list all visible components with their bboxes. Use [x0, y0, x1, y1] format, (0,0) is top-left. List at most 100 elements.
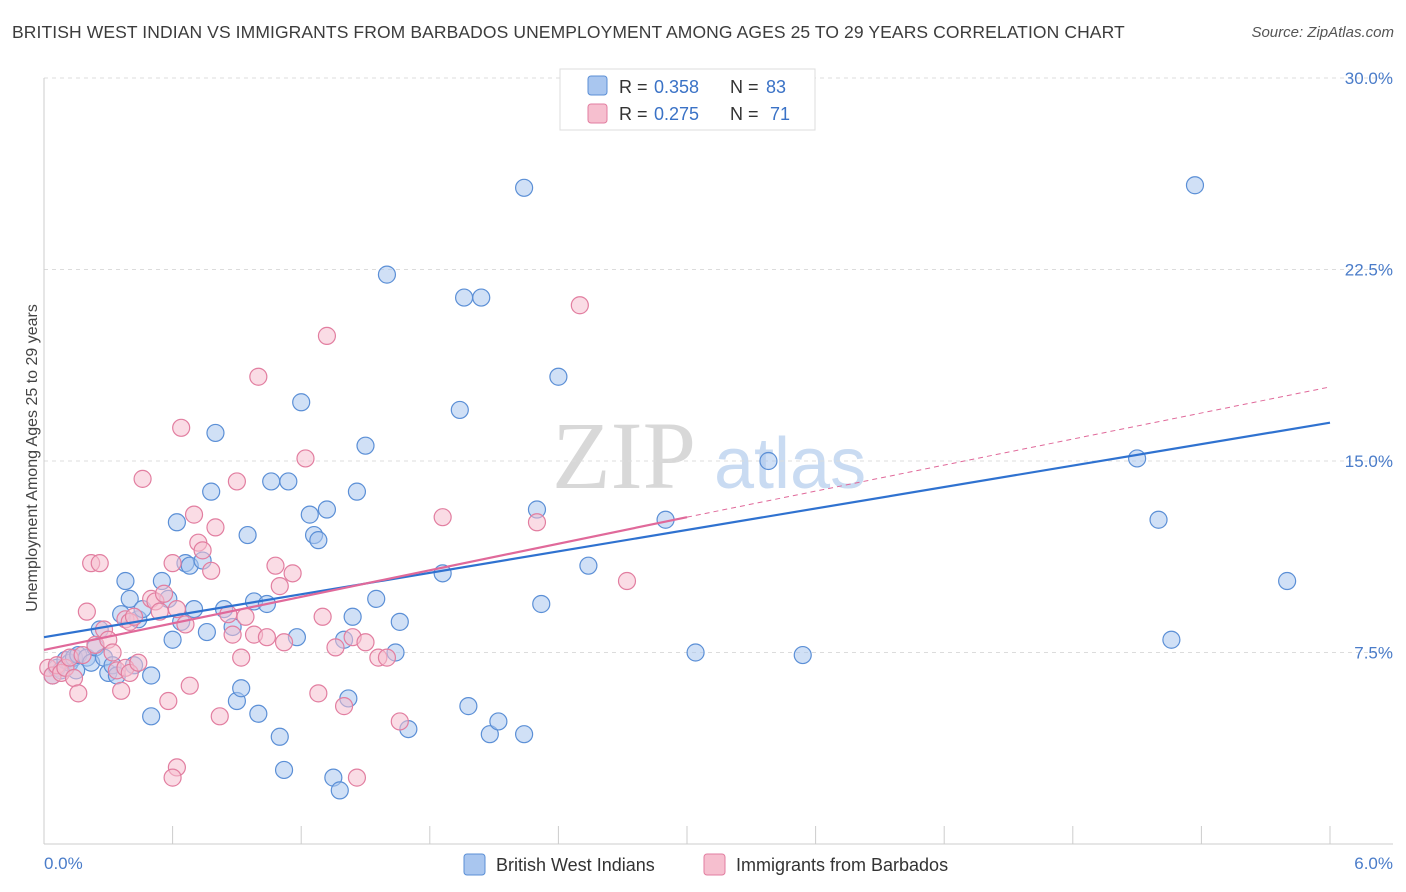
barbados-point-35 [184, 505, 204, 524]
bwi-point-81 [759, 451, 778, 471]
barbados-point-30 [163, 554, 182, 573]
barbados-point-49 [266, 556, 285, 575]
watermark-atlas: atlas [714, 424, 866, 504]
y-tick-label-0: 7.5% [1354, 644, 1393, 663]
bottom-legend-swatch-pink [703, 853, 726, 876]
y-axis-label: Unemployment Among Ages 25 to 29 years [24, 304, 41, 612]
gridlines [44, 77, 1393, 653]
bwi-point-71 [480, 725, 499, 744]
barbados-point-23 [129, 653, 148, 672]
bwi-point-76 [532, 594, 551, 614]
barbados-point-70 [163, 768, 182, 787]
chart-title: BRITISH WEST INDIAN VS IMMIGRANTS FROM B… [12, 22, 1125, 42]
barbados-point-24 [133, 469, 152, 488]
barbados-point-40 [210, 707, 229, 726]
barbados-point-48 [257, 628, 277, 647]
barbados-point-68 [617, 571, 637, 591]
bwi-point-17 [116, 571, 135, 591]
barbados-point-66 [527, 513, 547, 532]
y-tick-labels: 7.5% 15.0% 22.5% 30.0% [1345, 69, 1393, 663]
barbados-point-34 [180, 676, 199, 695]
barbados-point-17 [112, 681, 131, 700]
barbados-point-29 [159, 691, 178, 711]
barbados-point-12 [90, 554, 109, 573]
legend-n-label-blue: N = [730, 77, 759, 97]
legend-r-label-blue: R = [619, 77, 648, 97]
bwi-point-69 [459, 697, 478, 716]
bwi-point-62 [377, 265, 397, 284]
barbados-point-54 [309, 684, 328, 703]
bwi-point-52 [309, 531, 328, 550]
barbados-point-39 [206, 518, 225, 537]
bwi-point-45 [270, 727, 289, 746]
bwi-point-74 [515, 178, 534, 197]
bwi-point-83 [1127, 449, 1147, 468]
chart-source: Source: ZipAtlas.com [1251, 24, 1394, 41]
bwi-point-47 [279, 472, 298, 491]
y-tick-label-2: 22.5% [1345, 261, 1393, 280]
trend-line-pink-extension [686, 386, 1331, 518]
barbados-point-38 [202, 561, 221, 580]
bwi-point-27 [167, 513, 186, 532]
bwi-point-49 [292, 393, 311, 412]
bwi-point-55 [330, 781, 349, 800]
bwi-point-70 [472, 288, 491, 307]
barbados-point-50 [270, 577, 289, 596]
trend-lines [43, 386, 1331, 652]
bwi-point-60 [356, 436, 375, 455]
legend-n-value-blue: 83 [766, 77, 786, 97]
legend-r-value-pink: 0.275 [654, 104, 699, 124]
barbados-point-43 [227, 472, 246, 491]
barbados-point-45 [236, 607, 255, 626]
barbados-point-61 [356, 633, 375, 652]
bwi-point-42 [249, 704, 268, 723]
barbados-point-63 [377, 648, 397, 667]
barbados-point-52 [283, 564, 302, 583]
bwi-point-61 [367, 589, 386, 608]
watermark-zip: ZIP [552, 402, 696, 509]
axes [43, 78, 1393, 845]
barbados-point-60 [347, 768, 367, 787]
bwi-point-64 [390, 612, 409, 631]
barbados-point-65 [433, 508, 452, 527]
legend-swatch-pink [587, 103, 608, 124]
bwi-point-34 [202, 482, 221, 501]
trend-line-pink [43, 516, 688, 652]
legend-n-label-pink: N = [730, 104, 759, 124]
bwi-point-26 [163, 630, 182, 649]
barbados-point-32 [172, 418, 191, 437]
barbados-point-42 [223, 625, 242, 644]
bwi-point-68 [454, 288, 474, 307]
barbados-point-57 [326, 638, 345, 657]
y-tick-label-3: 30.0% [1345, 69, 1393, 88]
bottom-legend: British West Indians Immigrants from Bar… [463, 853, 948, 876]
bwi-point-50 [300, 505, 319, 524]
bwi-point-35 [206, 423, 225, 443]
barbados-point-37 [193, 541, 212, 560]
bwi-point-18 [120, 589, 139, 608]
bwi-point-67 [450, 400, 469, 420]
legend-swatch-blue [587, 75, 608, 96]
bwi-point-44 [262, 472, 281, 491]
barbados-point-44 [232, 648, 251, 667]
x-tick-label-min: 0.0% [44, 854, 83, 873]
bwi-point-80 [686, 643, 705, 662]
watermark: ZIP atlas [552, 402, 866, 509]
barbados-point-47 [249, 367, 268, 386]
barbados-point-56 [317, 326, 337, 345]
bwi-point-23 [142, 707, 161, 726]
barbados-point-8 [73, 645, 92, 665]
bwi-point-22 [142, 666, 161, 685]
barbados-point-6 [64, 668, 84, 688]
x-tick-label-max: 6.0% [1354, 854, 1393, 873]
y-tick-label-1: 15.0% [1345, 452, 1393, 471]
barbados-point-28 [154, 584, 174, 603]
barbados-point-51 [274, 633, 294, 652]
legend-r-label-pink: R = [619, 104, 648, 124]
bwi-point-82 [793, 645, 812, 665]
bwi-point-40 [238, 525, 257, 545]
bottom-legend-label-pink: Immigrants from Barbados [736, 855, 948, 875]
top-legend: R = 0.358 N = 83 R = 0.275 N = 71 [559, 68, 816, 131]
barbados-point-67 [570, 296, 589, 315]
bwi-point-58 [343, 607, 362, 626]
